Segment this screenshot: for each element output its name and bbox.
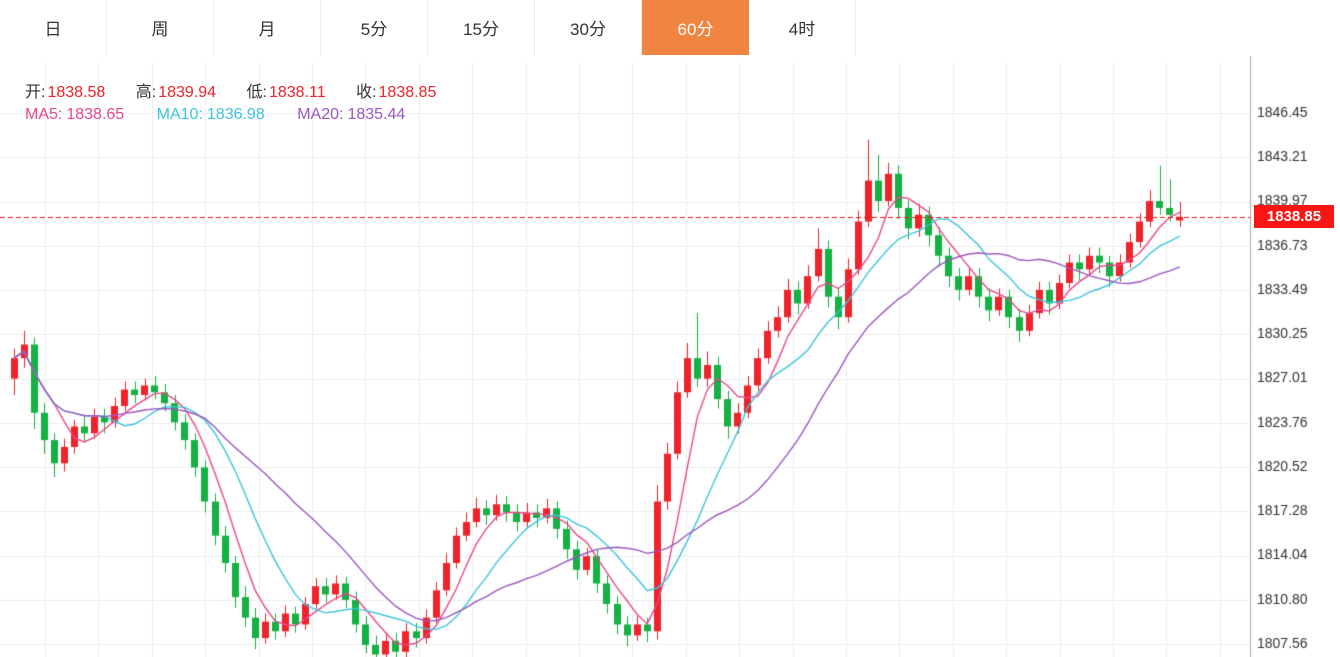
ma5-item: MA5: 1838.65: [25, 106, 129, 123]
current-price-tag: 1838.85: [1254, 205, 1334, 228]
ohlc-summary: 开: 1838.58 高: 1839.94 低: 1838.11 收: 1838.85: [25, 78, 462, 102]
high-label: 高:: [135, 84, 157, 101]
close-label: 收:: [356, 84, 377, 101]
ma5-value: 1838.65: [66, 106, 125, 123]
timeframe-tabs: 日 周 月 5分 15分 30分 60分 4时: [0, 0, 856, 55]
ma10-item: MA10: 1836.98: [157, 106, 270, 123]
tab-30min[interactable]: 30分: [535, 0, 642, 55]
open-value: 1838.58: [47, 84, 106, 101]
close-value: 1838.85: [378, 84, 437, 101]
open-label: 开:: [25, 84, 46, 101]
high-value: 1839.94: [158, 84, 217, 101]
tab-60min[interactable]: 60分: [642, 0, 749, 55]
ma20-value: 1835.44: [347, 106, 406, 123]
close-pair: 收: 1838.85: [356, 84, 436, 101]
ma20-item: MA20: 1835.44: [297, 106, 405, 123]
tab-day[interactable]: 日: [0, 0, 107, 55]
tab-4hour[interactable]: 4时: [749, 0, 856, 55]
tab-week[interactable]: 周: [107, 0, 214, 55]
ma5-label: MA5:: [25, 106, 63, 123]
low-label: 低:: [246, 84, 267, 101]
ma10-label: MA10:: [156, 106, 203, 123]
open-pair: 开: 1838.58: [25, 84, 110, 101]
tab-5min[interactable]: 5分: [321, 0, 428, 55]
tab-month[interactable]: 月: [214, 0, 321, 55]
low-pair: 低: 1838.11: [247, 84, 331, 101]
ma20-label: MA20:: [297, 106, 344, 123]
tab-15min[interactable]: 15分: [428, 0, 535, 55]
ma10-value: 1836.98: [206, 106, 265, 123]
ma-summary: MA5: 1838.65 MA10: 1836.98 MA20: 1835.44: [25, 106, 433, 124]
low-value: 1838.11: [268, 84, 326, 101]
high-pair: 高: 1839.94: [136, 84, 221, 101]
